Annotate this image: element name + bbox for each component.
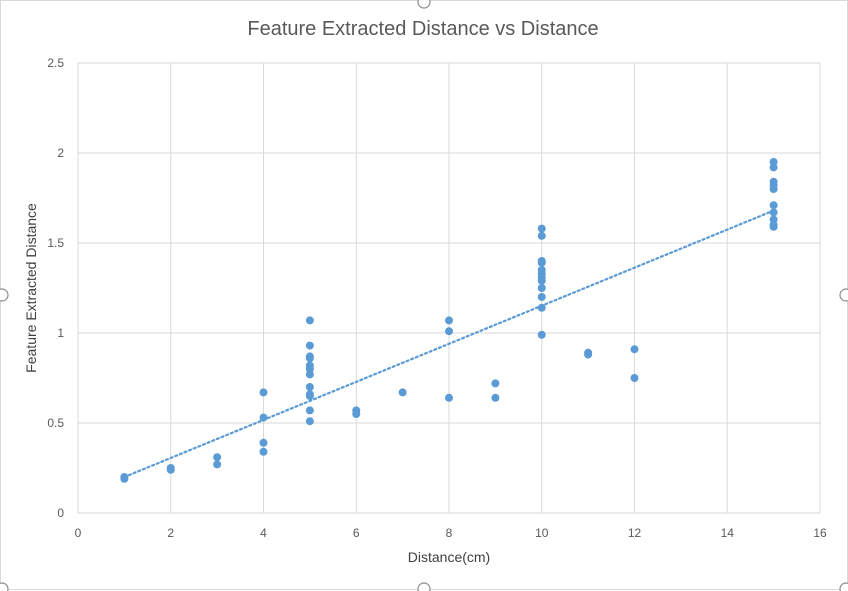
y-tick-label: 0 <box>57 506 64 520</box>
data-point <box>305 406 314 415</box>
y-tick-label: 1 <box>57 326 64 340</box>
data-point <box>630 374 639 382</box>
data-point <box>445 393 453 402</box>
data-point <box>213 453 222 462</box>
data-point <box>305 316 314 325</box>
data-point <box>769 201 778 210</box>
x-tick-label: 8 <box>446 526 453 540</box>
data-point <box>537 303 546 312</box>
data-point <box>769 185 778 193</box>
data-points <box>120 158 778 483</box>
data-point <box>305 341 314 350</box>
data-point <box>305 392 314 400</box>
data-point <box>537 284 546 292</box>
x-tick-label: 16 <box>813 526 827 540</box>
x-tick-label: 12 <box>628 526 642 540</box>
data-point <box>398 388 407 397</box>
data-point <box>166 465 175 474</box>
resize-handle-bottom-right[interactable] <box>839 582 848 591</box>
data-point <box>537 276 546 285</box>
x-tick-label: 14 <box>721 526 735 540</box>
resize-handle-bottom[interactable] <box>417 582 431 591</box>
x-tick-label: 2 <box>167 526 174 540</box>
trendline <box>123 209 775 479</box>
data-point <box>769 208 778 217</box>
y-axis-ticks: 0 0.5 1 1.5 2 2.5 <box>47 56 64 520</box>
x-tick-label: 10 <box>535 526 549 540</box>
resize-handle-right[interactable] <box>839 288 848 302</box>
data-point <box>769 163 778 172</box>
x-axis-title: Distance(cm) <box>408 549 490 565</box>
data-point <box>120 474 129 483</box>
trendline-layer <box>123 209 775 479</box>
resize-handle-left[interactable] <box>0 288 9 302</box>
resize-handle-top[interactable] <box>417 0 431 9</box>
x-tick-label: 4 <box>260 526 267 540</box>
data-point <box>259 447 268 456</box>
data-point <box>445 316 453 325</box>
data-point <box>259 413 268 422</box>
data-point <box>445 327 453 336</box>
y-tick-label: 1.5 <box>47 236 64 250</box>
y-tick-label: 0.5 <box>47 416 64 430</box>
data-point <box>259 438 268 447</box>
data-point <box>352 410 361 418</box>
data-point <box>537 231 546 240</box>
y-tick-label: 2.5 <box>47 56 64 70</box>
x-tick-label: 6 <box>353 526 360 540</box>
data-point <box>305 417 314 426</box>
data-point <box>305 383 314 391</box>
y-tick-label: 2 <box>57 146 64 160</box>
data-point <box>537 224 546 233</box>
x-axis-ticks: 0 2 4 6 8 10 12 14 16 <box>75 526 827 540</box>
data-point <box>491 379 500 388</box>
data-point <box>769 222 778 231</box>
resize-handle-bottom-left[interactable] <box>0 582 9 591</box>
gridlines <box>77 62 821 514</box>
data-point <box>305 354 314 363</box>
data-point <box>259 388 268 397</box>
data-point <box>537 330 546 339</box>
chart-title: Feature Extracted Distance vs Distance <box>247 18 598 40</box>
data-point <box>537 293 546 301</box>
data-point <box>491 393 500 402</box>
data-point <box>213 460 222 469</box>
data-point <box>584 350 593 359</box>
data-point <box>537 258 546 267</box>
y-axis-title: Feature Extracted Distance <box>23 203 39 373</box>
data-point <box>305 370 314 379</box>
x-tick-label: 0 <box>75 526 82 540</box>
data-point <box>630 345 639 354</box>
